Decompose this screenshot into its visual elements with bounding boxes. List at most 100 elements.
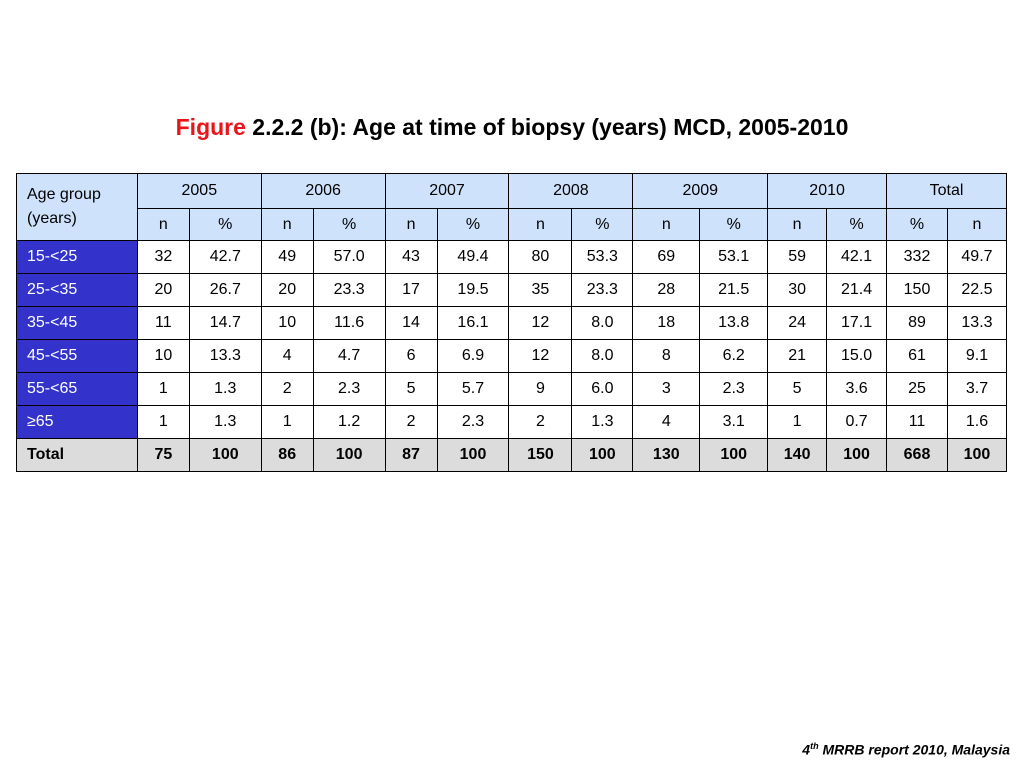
table-cell: 2.3 bbox=[312, 372, 386, 406]
table-cell: 0.7 bbox=[826, 405, 888, 439]
table-cell: 1.3 bbox=[188, 372, 262, 406]
sub-header-cell: n bbox=[767, 208, 828, 241]
age-group-label: 55-<65 bbox=[16, 372, 138, 406]
title-text: 2.2.2 (b): Age at time of biopsy (years)… bbox=[252, 114, 849, 140]
table-cell: 6.2 bbox=[699, 339, 769, 373]
footer-number: 4 bbox=[802, 742, 811, 758]
table-cell: 11 bbox=[136, 306, 190, 340]
table-cell: 42.7 bbox=[188, 240, 262, 274]
table-row: ≥65 1 1.3 1 1.2 2 2.3 2 1.3 4 3.1 1 0.7 11 1.6 bbox=[16, 405, 1008, 439]
table-cell: 5 bbox=[384, 372, 438, 406]
table-cell: 5.7 bbox=[436, 372, 510, 406]
table-cell: 1 bbox=[260, 405, 314, 439]
total-cell: 100 bbox=[946, 438, 1008, 472]
table-cell: 22.5 bbox=[946, 273, 1008, 307]
total-cell: 87 bbox=[384, 438, 438, 472]
total-cell: 130 bbox=[632, 438, 701, 472]
table-cell: 61 bbox=[886, 339, 948, 373]
sub-header-cell: n bbox=[260, 208, 314, 241]
data-table: Age group (years) 2005 2006 2007 2008 20… bbox=[16, 173, 1008, 472]
table-cell: 21.5 bbox=[699, 273, 769, 307]
table-cell: 12 bbox=[508, 339, 573, 373]
table-cell: 24 bbox=[767, 306, 828, 340]
table-cell: 4 bbox=[260, 339, 314, 373]
sub-header-cell: % bbox=[312, 208, 386, 241]
table-cell: 5 bbox=[767, 372, 828, 406]
sub-header-cell: % bbox=[188, 208, 262, 241]
year-header: 2010 bbox=[767, 173, 888, 209]
table-cell: 6 bbox=[384, 339, 438, 373]
table-cell: 57.0 bbox=[312, 240, 386, 274]
total-cell: 100 bbox=[312, 438, 386, 472]
table-cell: 69 bbox=[632, 240, 701, 274]
table-cell: 14 bbox=[384, 306, 438, 340]
sub-header-row: n% n% n% n% n% n%% n bbox=[17, 208, 1008, 241]
table-cell: 10 bbox=[136, 339, 190, 373]
table-cell: 1 bbox=[767, 405, 828, 439]
table-cell: 4 bbox=[632, 405, 701, 439]
table-cell: 13.8 bbox=[699, 306, 769, 340]
table-cell: 49.4 bbox=[436, 240, 510, 274]
table-cell: 3 bbox=[632, 372, 701, 406]
table-cell: 4.7 bbox=[312, 339, 386, 373]
table-cell: 3.7 bbox=[946, 372, 1008, 406]
table-cell: 9.1 bbox=[946, 339, 1008, 373]
table-cell: 20 bbox=[260, 273, 314, 307]
year-header: 2006 bbox=[260, 173, 386, 209]
table-cell: 8 bbox=[632, 339, 701, 373]
sub-header-cell: n bbox=[384, 208, 438, 241]
table-row: 45-<55 10 13.3 4 4.7 6 6.9 12 8.0 8 6.2 21 15.0 61 9.1 bbox=[16, 339, 1008, 373]
total-cell: 150 bbox=[508, 438, 573, 472]
table-row: 35-<45 11 14.7 10 11.6 14 16.1 12 8.0 18 13.8 24 17.… bbox=[16, 306, 1008, 340]
table-cell: 3.6 bbox=[826, 372, 888, 406]
title-prefix: Figure bbox=[175, 114, 246, 140]
table-cell: 19.5 bbox=[436, 273, 510, 307]
table-cell: 21 bbox=[767, 339, 828, 373]
table-cell: 28 bbox=[632, 273, 701, 307]
table-cell: 13.3 bbox=[188, 339, 262, 373]
table-cell: 2.3 bbox=[436, 405, 510, 439]
table-cell: 32 bbox=[136, 240, 190, 274]
table-cell: 13.3 bbox=[946, 306, 1008, 340]
table-cell: 14.7 bbox=[188, 306, 262, 340]
age-group-label: 25-<35 bbox=[16, 273, 138, 307]
total-cell: 100 bbox=[699, 438, 769, 472]
table-cell: 53.3 bbox=[571, 240, 634, 274]
table-cell: 89 bbox=[886, 306, 948, 340]
footer-superscript: th bbox=[810, 741, 819, 752]
table-row: 15-<25 32 42.7 49 57.0 43 49.4 80 53.3 69 53.1 59 42… bbox=[16, 240, 1008, 274]
table-cell: 15.0 bbox=[826, 339, 888, 373]
table-cell: 12 bbox=[508, 306, 573, 340]
table-cell: 80 bbox=[508, 240, 573, 274]
table-cell: 16.1 bbox=[436, 306, 510, 340]
table-cell: 1 bbox=[136, 405, 190, 439]
age-group-label: 15-<25 bbox=[16, 240, 138, 274]
total-cell: 100 bbox=[436, 438, 510, 472]
year-header: Total bbox=[886, 173, 1007, 209]
footer-text: MRRB report 2010, Malaysia bbox=[818, 742, 1010, 758]
table-cell: 150 bbox=[886, 273, 948, 307]
table-row: 55-<65 1 1.3 2 2.3 5 5.7 9 6.0 3 2.3 5 3.6 25 3.7 bbox=[16, 372, 1008, 406]
table-row: 25-<35 20 26.7 20 23.3 17 19.5 35 23.3 28 21.5 30 21… bbox=[16, 273, 1008, 307]
total-cell: 100 bbox=[571, 438, 634, 472]
page-title: Figure 2.2.2 (b): Age at time of biopsy … bbox=[0, 114, 1024, 141]
table-cell: 1.6 bbox=[946, 405, 1008, 439]
table-cell: 49 bbox=[260, 240, 314, 274]
table-cell: 2.3 bbox=[699, 372, 769, 406]
total-row: Total 75 100 86 100 87 100 150 100 130 100 140 100 66… bbox=[16, 438, 1008, 472]
table-cell: 59 bbox=[767, 240, 828, 274]
year-header: 2008 bbox=[508, 173, 634, 209]
source-footer: 4th MRRB report 2010, Malaysia bbox=[802, 741, 1010, 758]
table-cell: 18 bbox=[632, 306, 701, 340]
sub-header-cell: n bbox=[946, 208, 1008, 241]
table-cell: 23.3 bbox=[571, 273, 634, 307]
total-label: Total bbox=[16, 438, 138, 472]
sub-header-cell: n bbox=[136, 208, 190, 241]
table-cell: 1.3 bbox=[188, 405, 262, 439]
sub-header-cell: % bbox=[826, 208, 888, 241]
total-cell: 86 bbox=[260, 438, 314, 472]
table-cell: 1 bbox=[136, 372, 190, 406]
sub-header-cell: % bbox=[699, 208, 769, 241]
age-group-header: Age group (years) bbox=[16, 173, 138, 241]
